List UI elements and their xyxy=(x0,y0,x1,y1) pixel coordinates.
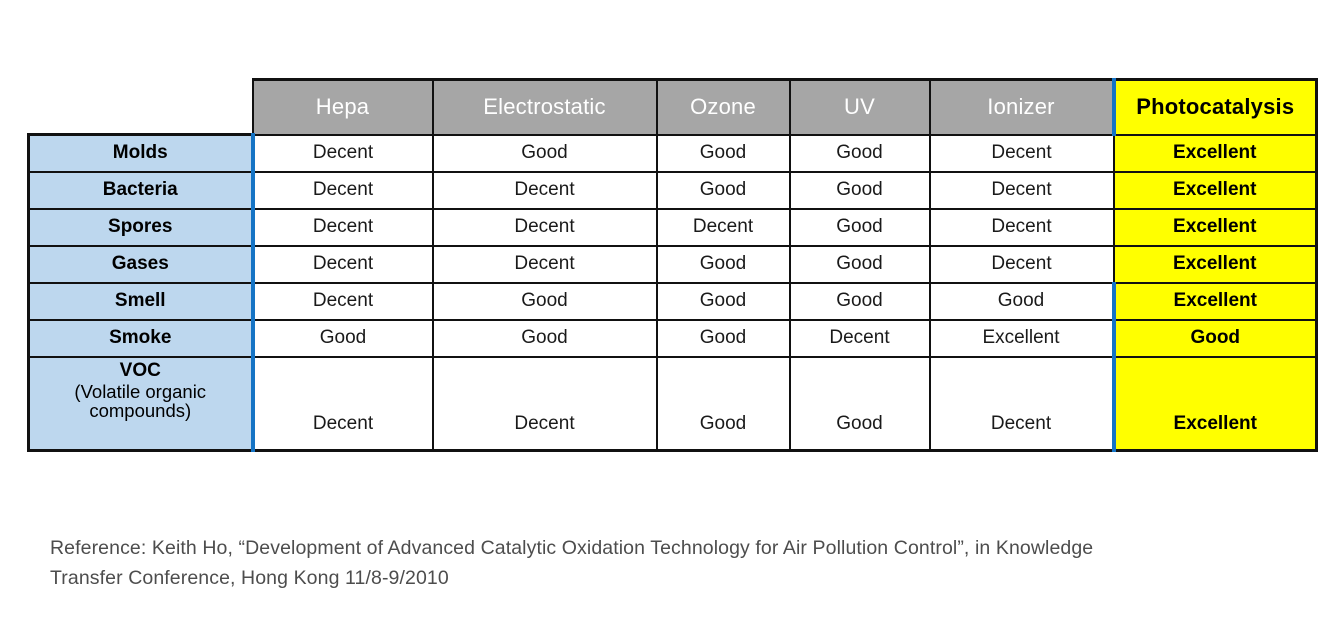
value-cell: Decent xyxy=(251,281,434,321)
value-cell: Excellent xyxy=(928,318,1115,358)
row-label-molds: Molds xyxy=(27,133,255,173)
row-label-text: Smell xyxy=(114,290,166,311)
value-cell: Excellent xyxy=(1112,133,1318,173)
value-cell: Good xyxy=(431,281,658,321)
value-cell: Good xyxy=(1111,318,1318,358)
row-label-text: Molds xyxy=(112,142,168,164)
value-cell: Decent xyxy=(928,170,1115,210)
column-header-photocatalysis: Photocatalysis xyxy=(1111,78,1318,136)
row-label-bacteria: Bacteria xyxy=(27,170,255,210)
value-cell: Decent xyxy=(431,207,658,247)
value-cell: Good xyxy=(655,355,791,452)
row-label-text: Bacteria xyxy=(102,179,178,200)
value-cell: Good xyxy=(928,281,1115,321)
row-label-text: VOC xyxy=(119,359,161,381)
value-cell: Good xyxy=(788,355,931,452)
value-cell: Excellent xyxy=(1112,170,1318,210)
row-sublabel-text: (Volatile organic compounds) xyxy=(74,380,207,422)
column-header-electrostatic: Electrostatic xyxy=(431,78,658,136)
value-cell: Decent xyxy=(788,318,931,358)
value-cell: Good xyxy=(788,244,931,284)
value-cell: Decent xyxy=(251,244,434,284)
corner-cell xyxy=(29,80,253,135)
value-cell: Decent xyxy=(655,207,791,247)
value-cell: Decent xyxy=(251,207,434,247)
value-cell: Decent xyxy=(431,244,658,284)
table-row: Bacteria Decent Decent Good Good Decent Excell… xyxy=(27,170,1318,210)
row-label-smoke: Smoke xyxy=(27,318,255,358)
row-label-voc: VOC (Volatile organic compounds) xyxy=(27,355,255,452)
value-cell: Decent xyxy=(928,244,1115,284)
comparison-table: Hepa Electrostatic Ozone UV Ionizer Photocata… xyxy=(27,78,1318,452)
value-cell: Good xyxy=(788,170,931,210)
table-row: Molds Decent Good Good Good Decent Excellent xyxy=(27,133,1318,173)
row-label-spores: Spores xyxy=(27,207,255,247)
value-cell: Decent xyxy=(928,133,1115,173)
value-cell: Good xyxy=(655,281,791,321)
header-row: Hepa Electrostatic Ozone UV Ionizer Photocata… xyxy=(29,78,1318,136)
value-cell: Excellent xyxy=(1112,207,1318,247)
value-cell: Good xyxy=(788,133,931,173)
value-cell: Good xyxy=(655,318,791,358)
column-header-ozone: Ozone xyxy=(655,78,791,136)
row-label-text: Smoke xyxy=(109,327,172,348)
table-row: Smell Decent Good Good Good Good Excellent xyxy=(27,281,1318,321)
value-cell: Good xyxy=(655,170,791,210)
value-cell: Decent xyxy=(251,170,434,210)
value-cell: Good xyxy=(251,318,434,358)
value-cell: Decent xyxy=(431,355,658,452)
value-cell: Good xyxy=(431,133,658,173)
value-cell: Good xyxy=(788,281,931,321)
value-cell: Decent xyxy=(928,355,1115,452)
value-cell: Good xyxy=(788,207,931,247)
table-row: VOC (Volatile organic compounds) Decent Dec… xyxy=(27,355,1318,452)
value-cell: Decent xyxy=(251,355,434,452)
value-cell: Excellent xyxy=(1111,281,1318,321)
table-row: Gases Decent Decent Good Good Decent Excellent xyxy=(27,244,1318,284)
value-cell: Decent xyxy=(431,170,658,210)
column-header-ionizer: Ionizer xyxy=(928,78,1115,136)
reference-line-2: Transfer Conference, Hong Kong 11/8-9/20… xyxy=(50,567,449,589)
value-cell: Decent xyxy=(251,133,434,173)
value-cell: Good xyxy=(655,133,791,173)
column-header-hepa: Hepa xyxy=(251,78,434,136)
value-cell: Excellent xyxy=(1112,244,1318,284)
row-label-gases: Gases xyxy=(27,244,255,284)
table-row: Smoke Good Good Good Decent Excellent Good xyxy=(27,318,1318,358)
value-cell: Good xyxy=(655,244,791,284)
column-header-uv: UV xyxy=(788,78,931,136)
value-cell: Excellent xyxy=(1111,355,1318,452)
row-label-smell: Smell xyxy=(27,281,255,321)
value-cell: Decent xyxy=(928,207,1115,247)
table-row: Spores Decent Decent Decent Good Decent Excell… xyxy=(27,207,1318,247)
reference-citation: Reference: Keith Ho, “Development of Adv… xyxy=(50,533,1300,593)
row-label-text: Spores xyxy=(108,216,173,237)
reference-line-1: Reference: Keith Ho, “Development of Adv… xyxy=(50,537,1094,559)
row-label-text: Gases xyxy=(111,253,169,274)
value-cell: Good xyxy=(431,318,658,358)
table-body: Molds Decent Good Good Good Decent Excellent Ba… xyxy=(27,133,1318,452)
